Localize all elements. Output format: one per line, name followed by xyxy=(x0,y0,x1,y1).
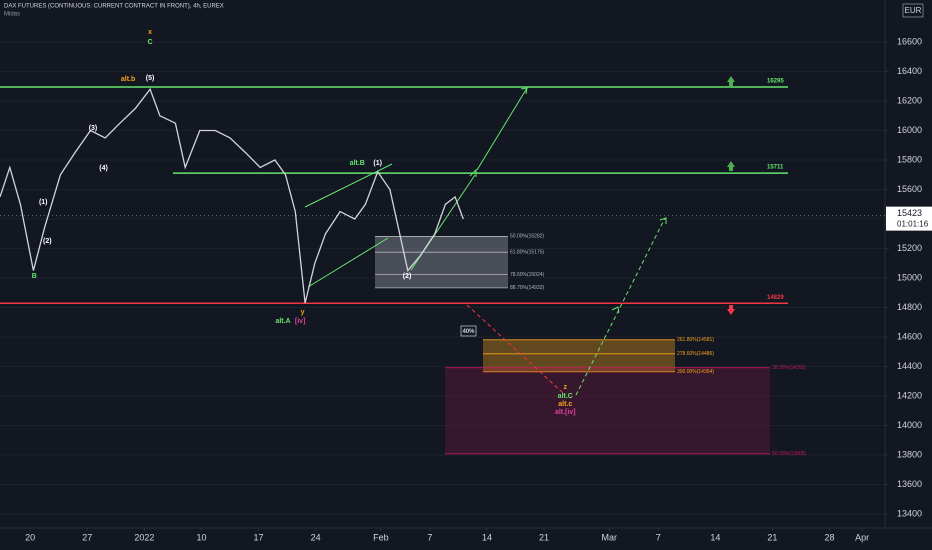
zone-label: 88.70%(14933) xyxy=(510,285,545,291)
chart-subtitle: Midas xyxy=(4,12,20,18)
wave-label: alt.c xyxy=(558,401,572,408)
x-tick-label: 27 xyxy=(82,532,92,542)
x-tick-label: 20 xyxy=(25,532,35,542)
x-tick-label: 21 xyxy=(767,532,777,542)
zone-label: 300.00%(14364) xyxy=(677,369,714,375)
wave-label: alt.[iv] xyxy=(555,409,576,416)
y-tick-label: 15800 xyxy=(897,154,922,164)
wave-label: alt.b xyxy=(121,76,135,83)
zone-label: 50.00%(15282) xyxy=(510,234,545,240)
wave-label: alt.C xyxy=(558,393,573,400)
x-tick-label: 14 xyxy=(710,532,720,542)
y-tick-label: 16200 xyxy=(897,95,922,105)
x-tick-label: Mar xyxy=(602,532,618,542)
price-line xyxy=(0,87,464,304)
arrow-head xyxy=(520,87,528,95)
wave-label: (5) xyxy=(146,75,155,82)
wave-label: x xyxy=(148,29,152,36)
projection xyxy=(476,87,528,171)
y-tick-label: 16400 xyxy=(897,66,922,76)
zones xyxy=(0,41,885,515)
x-tick-label: Feb xyxy=(373,532,389,542)
wave-label: (3) xyxy=(89,125,98,132)
up-icon xyxy=(727,76,735,86)
chart-title: DAX FUTURES (CONTINUOUS: CURRENT CONTRAC… xyxy=(4,4,224,10)
x-tick-label: 2022 xyxy=(134,532,154,542)
wave-label: (4) xyxy=(99,165,108,172)
zone xyxy=(483,339,675,372)
y-tick-label: 16000 xyxy=(897,125,922,135)
x-tick-label: 21 xyxy=(539,532,549,542)
currency: EUR xyxy=(905,6,922,15)
wave-label: B xyxy=(32,273,37,280)
x-tick-label: 7 xyxy=(656,532,661,542)
zone-label: 61.80%(15175) xyxy=(510,250,545,256)
wave-label: alt.A xyxy=(275,318,290,325)
price-level-label: 14829 xyxy=(767,295,784,301)
wave-label: (2) xyxy=(403,273,412,280)
y-tick-label: 14200 xyxy=(897,390,922,400)
down-icon xyxy=(727,305,735,315)
zone-label: 261.80%(14581) xyxy=(677,337,714,343)
zone xyxy=(375,236,508,288)
arrow-head xyxy=(611,306,620,314)
zone xyxy=(445,367,770,454)
price-level-label: 15711 xyxy=(767,165,784,171)
zone-label: 38.20%(14392) xyxy=(772,365,807,371)
x-tick-label: 17 xyxy=(254,532,264,542)
x-tick-label: 24 xyxy=(311,532,321,542)
x-tick-label: 28 xyxy=(825,532,835,542)
probability: 40% xyxy=(462,329,475,335)
x-tick-label: 7 xyxy=(427,532,432,542)
up-icon xyxy=(727,161,735,171)
countdown: 01:01:16 xyxy=(897,220,929,229)
wave-label: (1) xyxy=(39,199,48,206)
wave-label: (1) xyxy=(373,160,382,167)
arrow-head xyxy=(659,217,667,224)
x-tick-label: Apr xyxy=(855,532,869,542)
wave-label: [iv] xyxy=(295,318,306,325)
y-tick-label: 16600 xyxy=(897,36,922,46)
y-tick-label: 15200 xyxy=(897,243,922,253)
x-tick-label: 10 xyxy=(196,532,206,542)
y-tick-label: 14800 xyxy=(897,302,922,312)
wedge-line xyxy=(307,237,389,288)
zone-label: 50.00%(13808) xyxy=(772,451,807,457)
y-tick-label: 13400 xyxy=(897,508,922,518)
projection xyxy=(466,304,563,393)
projection xyxy=(575,217,666,396)
wave-label: C xyxy=(148,39,153,46)
x-tick-label: 14 xyxy=(482,532,492,542)
arrow-head xyxy=(469,168,477,177)
zone-label: 278.60%(14486) xyxy=(677,351,714,357)
wave-label: z xyxy=(564,384,568,391)
current-price: 15423 xyxy=(897,208,922,218)
y-tick-label: 15000 xyxy=(897,272,922,282)
y-tick-label: 14600 xyxy=(897,331,922,341)
price-level-label: 16295 xyxy=(767,79,784,85)
currency-box xyxy=(902,3,924,18)
wave-label: alt.B xyxy=(350,160,365,167)
wave-label: y xyxy=(301,309,305,316)
probability-box xyxy=(460,325,477,337)
y-tick-label: 14000 xyxy=(897,420,922,430)
y-tick-label: 13600 xyxy=(897,479,922,489)
y-tick-label: 15600 xyxy=(897,184,922,194)
zone-label: 78.60%(15024) xyxy=(510,272,545,278)
y-tick-label: 13800 xyxy=(897,449,922,459)
y-tick-label: 14400 xyxy=(897,361,922,371)
wave-label: (2) xyxy=(43,238,52,245)
current-price-box xyxy=(886,206,932,231)
